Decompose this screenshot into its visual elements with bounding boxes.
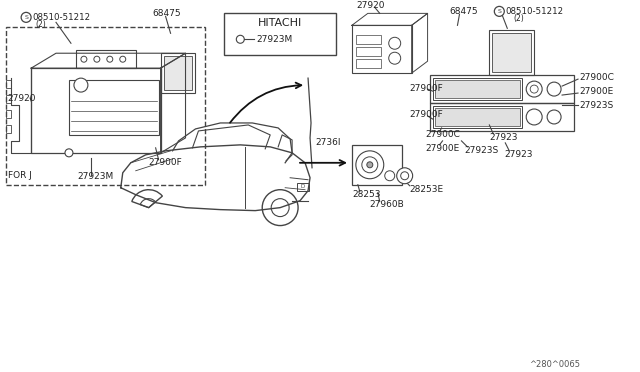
Bar [6,125,11,133]
Circle shape [21,12,31,22]
Bar [356,35,381,44]
Text: 27900F: 27900F [148,158,182,167]
Bar [429,75,574,103]
Circle shape [94,56,100,62]
Circle shape [367,162,372,168]
Bar [490,30,534,75]
Circle shape [262,190,298,225]
Bar [297,183,309,191]
Text: 27900F: 27900F [410,84,444,93]
Text: 08510-51212: 08510-51212 [506,7,563,16]
Bar [356,47,381,56]
Bar [6,110,11,118]
Text: FOR J: FOR J [8,171,32,180]
Bar [435,80,520,98]
Text: 27923S: 27923S [465,146,499,155]
Text: 27900F: 27900F [410,110,444,119]
Text: 2736I: 2736I [315,138,340,147]
Text: 08510-51212: 08510-51212 [32,13,90,22]
Text: 27923M: 27923M [77,172,113,181]
Circle shape [120,56,125,62]
Text: 27923M: 27923M [256,35,292,44]
Bar [429,103,574,131]
Bar [492,33,531,72]
Circle shape [547,82,561,96]
Bar [164,56,193,90]
Bar [433,106,522,128]
Circle shape [547,110,561,124]
Text: (2): (2) [513,14,524,23]
Bar [76,50,136,68]
Text: 27920: 27920 [356,1,385,10]
Bar [225,13,336,55]
Text: 27900C: 27900C [426,131,460,140]
Text: S: S [24,15,28,20]
Bar [6,95,11,103]
Bar [433,78,522,100]
Circle shape [526,81,542,97]
Text: 27900E: 27900E [426,144,460,153]
Circle shape [401,172,409,180]
Circle shape [74,78,88,92]
Circle shape [81,56,87,62]
Bar [161,53,195,93]
Text: 27960B: 27960B [370,200,404,209]
Circle shape [388,37,401,49]
Circle shape [385,171,395,181]
FancyBboxPatch shape [6,27,205,185]
Bar [69,80,159,135]
Bar [31,68,161,153]
Text: 27923S: 27923S [579,100,613,109]
Circle shape [356,151,384,179]
Bar [356,59,381,68]
Circle shape [362,157,378,173]
Circle shape [271,199,289,217]
Circle shape [397,168,413,184]
Text: 27900C: 27900C [579,73,614,81]
Text: 68475: 68475 [449,7,478,16]
Text: S: S [497,9,501,14]
Circle shape [530,85,538,93]
Text: 27920: 27920 [7,93,36,103]
Circle shape [388,52,401,64]
Text: ^280^0065: ^280^0065 [529,359,580,369]
Bar [435,108,520,126]
Circle shape [65,149,73,157]
Circle shape [107,56,113,62]
Circle shape [494,6,504,16]
Text: D: D [301,184,305,189]
Text: 27923: 27923 [504,150,532,159]
Bar [352,145,402,185]
Text: 28253E: 28253E [410,185,444,194]
Text: 68475: 68475 [153,9,181,18]
Circle shape [526,109,542,125]
Text: HITACHI: HITACHI [258,18,302,28]
Text: 27900E: 27900E [579,87,613,96]
Bar [352,25,412,73]
Bar [6,80,11,88]
Text: (2): (2) [35,20,46,29]
Circle shape [236,35,244,43]
Text: 28253: 28253 [352,190,380,199]
Text: 27923: 27923 [490,134,518,142]
